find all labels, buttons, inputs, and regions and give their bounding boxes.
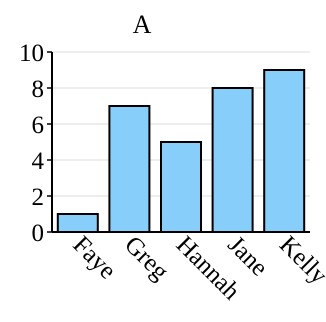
axes [47,51,310,233]
y-tick-label: 4 [32,148,45,175]
x-tick-label: Kelly [274,231,326,290]
x-tick-label: Greg [119,231,174,286]
y-tick-label: 8 [32,76,45,103]
y-tick-label: 0 [32,220,45,247]
bar-hannah [160,141,202,233]
x-tick-label: Faye [68,231,121,284]
bars [56,69,306,233]
bar-kelly [263,69,306,233]
y-tick-label: 6 [32,112,45,139]
bar-jane [211,87,254,233]
bar-greg [108,105,151,233]
bar-faye [56,213,99,233]
y-tick-label: 10 [19,40,44,67]
y-tick-label: 2 [32,184,45,211]
chart-title: A [133,10,152,39]
